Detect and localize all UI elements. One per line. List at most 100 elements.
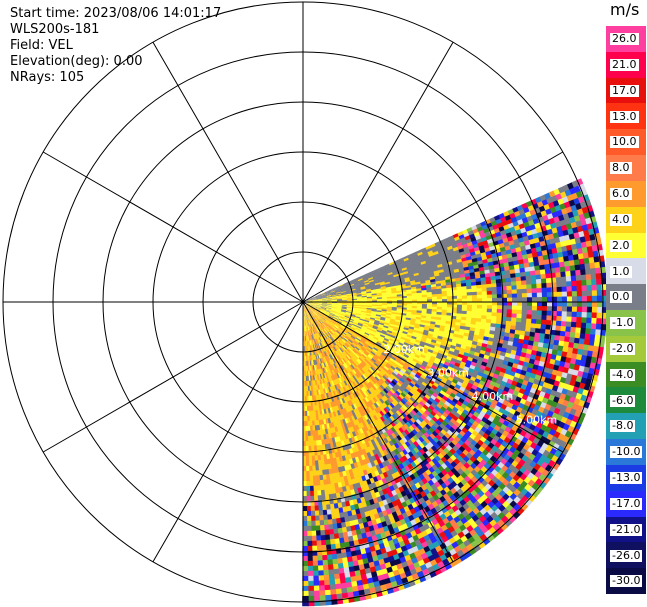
range-gate (346, 292, 352, 295)
range-gate (353, 280, 359, 283)
range-gate (456, 307, 463, 312)
range-gate (470, 320, 477, 326)
range-gate (581, 312, 588, 319)
range-gate (504, 328, 511, 334)
range-gate (356, 308, 362, 310)
range-gate (441, 314, 447, 319)
range-gate (316, 304, 322, 306)
range-gate (331, 304, 338, 306)
range-gate (444, 273, 451, 278)
range-gate (327, 302, 333, 304)
range-gate (307, 300, 313, 302)
range-gate (384, 281, 391, 285)
range-gate (361, 308, 367, 311)
range-gate (336, 305, 343, 307)
range-gate (554, 237, 561, 244)
range-gate (339, 287, 345, 290)
range-gate (579, 201, 587, 210)
range-gate (563, 341, 570, 348)
range-gate (594, 261, 601, 269)
range-gate (371, 296, 378, 299)
range-gate (436, 293, 443, 297)
range-gate (336, 303, 343, 305)
range-gate (537, 255, 544, 262)
range-gate (470, 324, 476, 329)
range-gate (306, 302, 313, 304)
range-gate (506, 253, 513, 259)
range-gate (422, 252, 429, 257)
range-gate (316, 298, 323, 300)
range-gate (356, 296, 363, 298)
range-gate (512, 301, 518, 307)
range-gate (346, 295, 352, 297)
range-gate (520, 271, 526, 278)
range-gate (376, 270, 382, 275)
range-gate (382, 272, 388, 276)
range-gate (442, 299, 448, 303)
range-gate (376, 304, 383, 307)
range-gate (569, 265, 576, 272)
range-gate (527, 301, 533, 307)
range-gate (587, 251, 594, 259)
range-gate (311, 302, 318, 304)
range-gate (345, 290, 352, 293)
range-gate (475, 321, 482, 326)
range-gate (535, 319, 542, 325)
range-gate (561, 281, 567, 288)
range-gate (528, 238, 536, 246)
range-gate (337, 300, 343, 302)
range-gate (570, 270, 577, 277)
range-gate (586, 205, 594, 213)
range-gate (436, 311, 442, 316)
range-gate (520, 326, 526, 332)
range-gate (336, 307, 342, 310)
range-gate (415, 283, 422, 287)
range-gate (456, 316, 462, 321)
range-gate (411, 293, 418, 296)
range-gate (596, 307, 603, 314)
range-gate (420, 283, 427, 287)
range-gate (331, 295, 337, 298)
range-gate (456, 283, 462, 288)
range-gate (512, 256, 519, 262)
range-gate (545, 224, 552, 231)
range-gate (566, 306, 573, 313)
range-gate (365, 312, 372, 316)
range-gate (346, 308, 352, 311)
range-gate (527, 297, 533, 303)
range-gate (522, 297, 528, 303)
range-gate (326, 297, 332, 299)
range-gate (430, 243, 437, 249)
range-gate (508, 333, 515, 339)
range-gate (321, 304, 328, 306)
range-gate (381, 306, 388, 309)
range-gate (466, 311, 472, 315)
range-gate (471, 314, 477, 319)
range-gate (596, 301, 603, 308)
range-gate (478, 266, 485, 272)
range-gate (381, 298, 388, 301)
range-gate (512, 297, 518, 303)
range-gate (521, 280, 527, 286)
range-gate (311, 297, 317, 300)
range-gate (482, 259, 489, 264)
range-gate (406, 287, 412, 291)
info-panel: Start time: 2023/08/06 14:01:17 WLS200s-… (10, 6, 221, 86)
range-gate (595, 329, 601, 337)
range-gate (306, 299, 312, 301)
range-gate (446, 284, 452, 289)
range-gate (491, 290, 498, 295)
range-gate (312, 300, 318, 302)
range-gate (414, 258, 421, 263)
range-gate (541, 249, 548, 257)
range-gate (412, 253, 419, 258)
range-gate (535, 323, 542, 330)
range-gate (531, 310, 538, 316)
range-gate (346, 309, 352, 312)
range-gate (558, 214, 565, 222)
range-gate (391, 294, 398, 297)
range-gate (537, 342, 544, 349)
range-gate (564, 331, 571, 338)
range-gate (383, 276, 390, 280)
range-gate (416, 306, 423, 309)
